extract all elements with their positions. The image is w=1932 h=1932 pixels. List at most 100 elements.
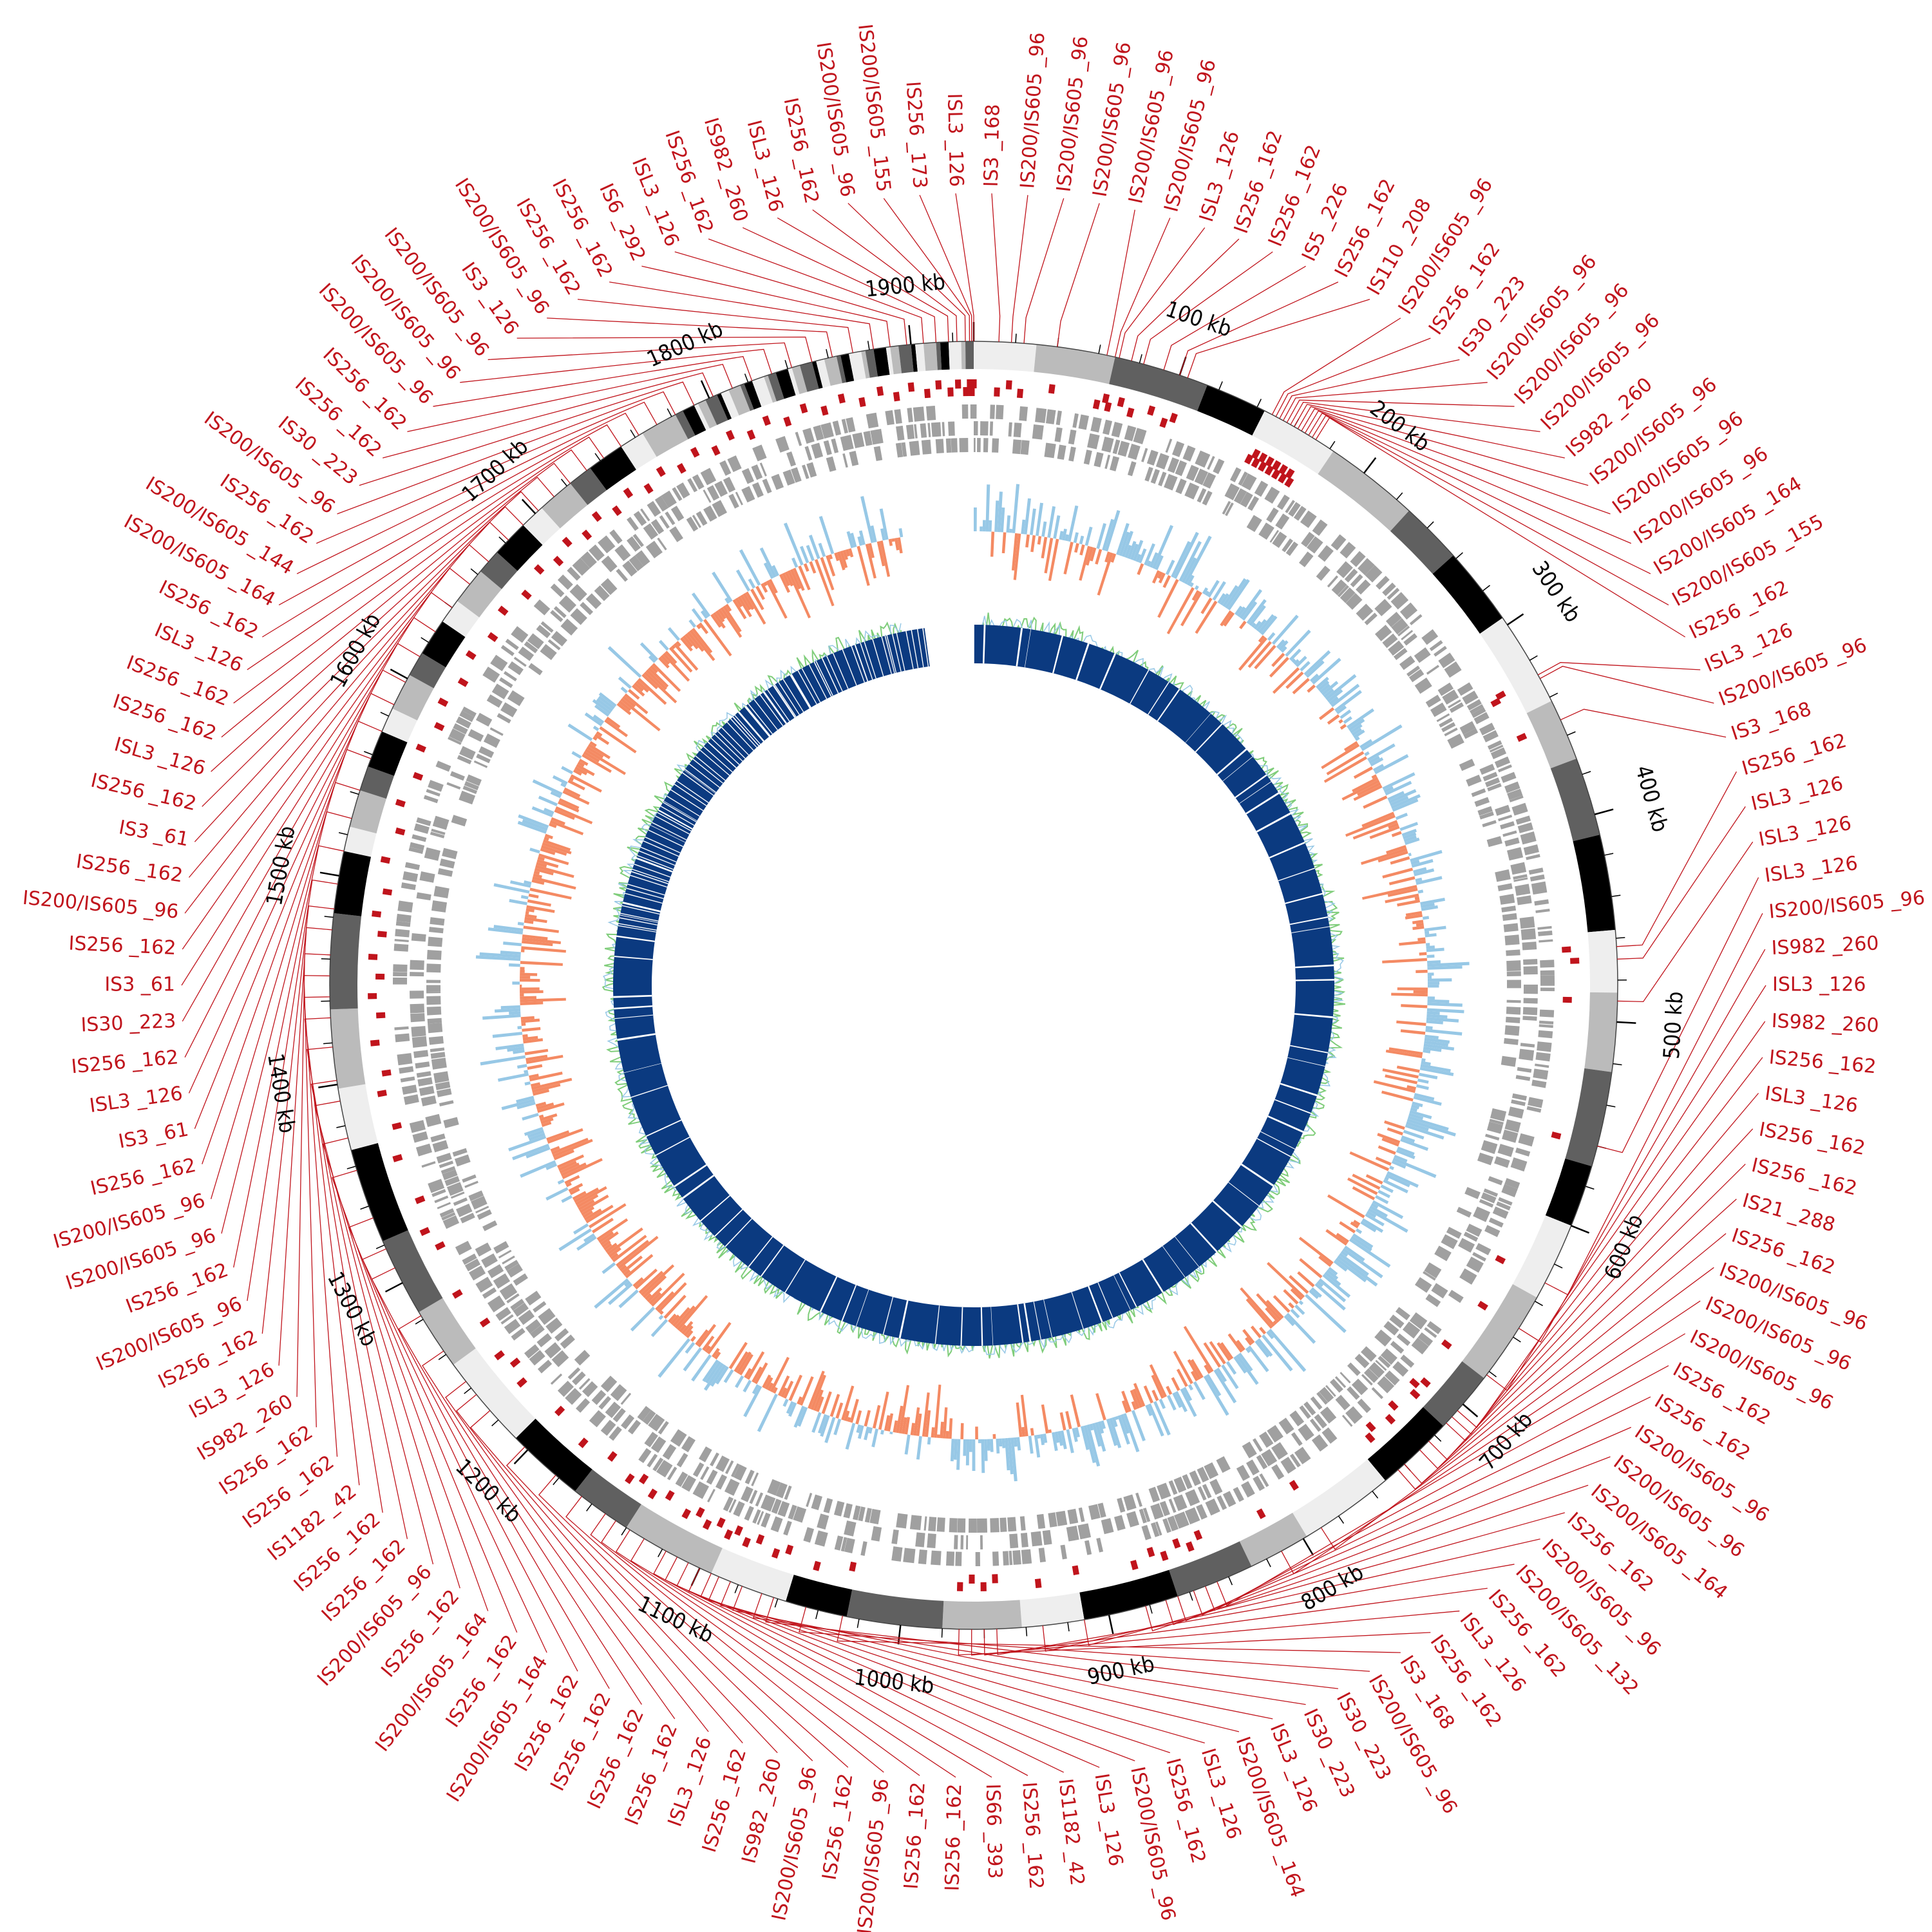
core-genome-gap — [636, 857, 673, 873]
gc-skew-bar — [691, 1354, 712, 1382]
gc-skew-bar — [1265, 1307, 1280, 1323]
gc-skew-bar — [806, 545, 815, 562]
is-element-label: ISL3 _126 — [1763, 1083, 1859, 1117]
cds-block — [860, 1541, 867, 1556]
is-element-label: IS982 _260 — [1771, 1010, 1879, 1037]
gc-skew-bar — [844, 1410, 850, 1421]
cds-block — [410, 990, 424, 999]
cds-block — [1431, 1283, 1448, 1299]
cds-block — [1285, 541, 1298, 556]
gc-skew-bar — [1422, 916, 1430, 920]
cds-block — [1463, 728, 1479, 739]
cds-block — [1318, 545, 1334, 562]
cds-block — [1233, 488, 1247, 504]
cds-block — [1012, 1550, 1021, 1565]
gc-skew-bar — [1349, 1151, 1390, 1171]
core-genome-gap — [790, 674, 811, 708]
major-tick — [908, 325, 912, 345]
gc-skew-bar — [679, 1324, 687, 1333]
cds-block — [1485, 1133, 1500, 1141]
core-genome-gap — [703, 746, 733, 773]
gc-skew-bar — [522, 1027, 541, 1032]
cds-block — [475, 712, 493, 727]
gc-skew-bar — [627, 688, 640, 700]
gc-skew-bar — [1391, 831, 1402, 837]
ideogram-band — [846, 1589, 944, 1629]
core-genome-gap — [682, 1175, 715, 1199]
cds-block — [1189, 1470, 1201, 1486]
gc-skew-bar — [723, 605, 742, 632]
cds-block — [1294, 1446, 1311, 1464]
cds-block — [632, 533, 644, 547]
core-genome-gap — [738, 712, 764, 742]
gc-skew-bar — [1145, 1405, 1153, 1417]
cds-block — [1458, 1238, 1475, 1253]
minor-tick — [324, 916, 334, 918]
minor-tick — [1228, 1577, 1233, 1586]
gc-skew-bar — [821, 1391, 832, 1414]
cds-block — [811, 442, 824, 459]
gc-skew-bar — [884, 1415, 891, 1432]
cds-block — [1489, 1119, 1504, 1126]
cds-block — [1526, 854, 1540, 860]
core-genome-gap — [717, 730, 746, 759]
minor-tick — [421, 637, 429, 643]
gc-skew-bar — [1364, 751, 1370, 757]
core-genome-gap — [922, 628, 929, 667]
gc-skew-bar — [893, 1420, 898, 1433]
ideogram-band — [621, 433, 657, 470]
is-element-mark — [1562, 946, 1571, 953]
gc-skew-bar — [975, 1426, 978, 1439]
cds-block — [616, 568, 629, 582]
gc-skew-bar — [655, 1291, 675, 1311]
cds-block — [1523, 984, 1538, 994]
is-element-leader-line — [919, 194, 972, 342]
gc-skew-bar — [1028, 1435, 1034, 1454]
cds-block — [450, 771, 465, 781]
tick-label: 1300 kb — [322, 1267, 382, 1350]
gc-skew-bar — [1426, 1017, 1459, 1023]
gc-skew-bar — [631, 684, 645, 697]
ideogram-band — [541, 483, 588, 529]
cds-block — [1067, 1508, 1079, 1524]
gc-skew-bar — [538, 1114, 544, 1119]
gc-skew-bar — [1194, 585, 1199, 591]
cds-block — [687, 478, 698, 493]
is-element-leader-line — [407, 364, 733, 432]
gc-skew-bar — [1385, 893, 1419, 904]
gc-skew-bar — [1426, 954, 1435, 958]
cds-block — [1522, 942, 1537, 951]
cds-block — [795, 431, 802, 446]
ideogram-band — [942, 1600, 1022, 1629]
core-genome-gap — [663, 802, 697, 822]
cds-block — [394, 1026, 409, 1030]
cds-block — [990, 404, 996, 419]
cds-block — [647, 1454, 658, 1468]
cds-block — [1481, 1140, 1498, 1154]
gc-skew-bar — [1117, 1415, 1130, 1445]
gc-skew-bar — [1288, 1302, 1295, 1309]
cds-block — [834, 1535, 844, 1551]
is-element-leader-line — [1177, 1426, 1632, 1622]
minor-tick — [586, 1503, 592, 1511]
cds-block — [1340, 587, 1356, 603]
gc-skew-bar — [1331, 683, 1360, 708]
cds-block — [1097, 1502, 1106, 1518]
is-element-mark — [893, 392, 900, 402]
gc-skew-bar — [592, 725, 600, 732]
cds-block — [1519, 916, 1535, 929]
gc-skew-bar — [509, 898, 527, 905]
gc-skew-bar — [1220, 610, 1233, 627]
core-genome-gap — [1130, 669, 1150, 705]
cds-block — [491, 683, 509, 699]
cds-block — [1271, 1442, 1288, 1460]
is-element-mark — [412, 772, 424, 781]
gc-skew-bar — [658, 639, 669, 651]
core-genome-gap — [982, 625, 986, 664]
gc-skew-bar — [894, 538, 900, 551]
cds-block — [481, 1253, 498, 1268]
cds-block — [397, 900, 413, 913]
is-element-leader-line — [641, 265, 891, 347]
cds-block — [1335, 1394, 1350, 1411]
cds-block — [1537, 1041, 1552, 1052]
